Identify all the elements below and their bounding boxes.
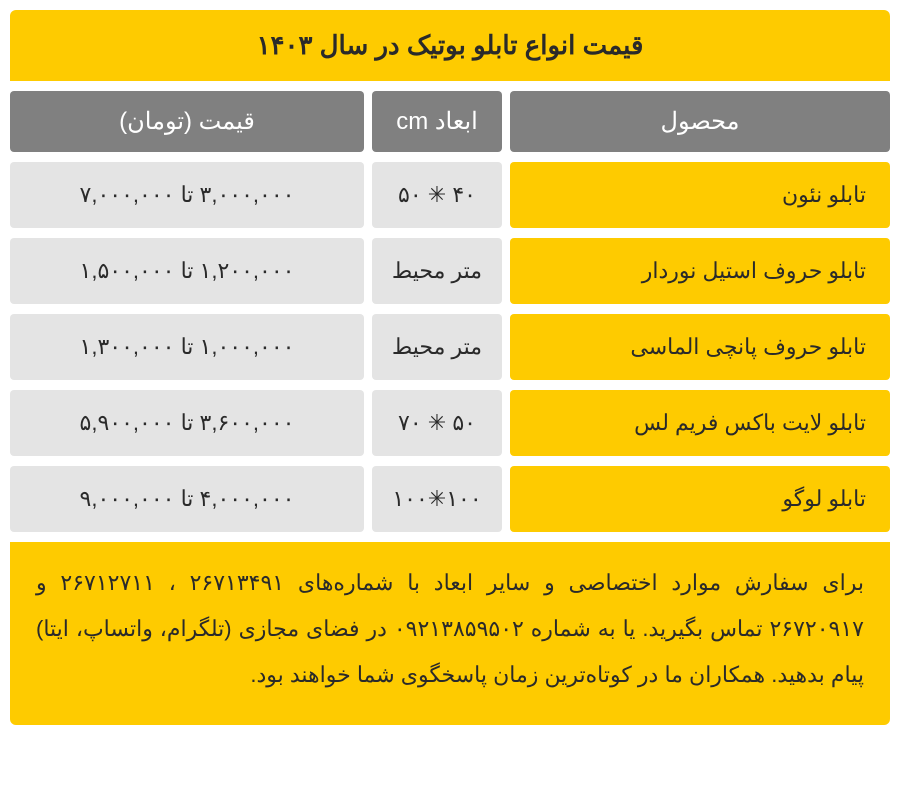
header-product: محصول [510,91,890,152]
cell-dimensions: متر محیط [372,238,502,304]
cell-dimensions: ۵۰ ✳ ۷۰ [372,390,502,456]
cell-price: ۳,۰۰۰,۰۰۰ تا ۷,۰۰۰,۰۰۰ [10,162,364,228]
cell-product: تابلو لوگو [510,466,890,532]
cell-dimensions: ۴۰ ✳ ۵۰ [372,162,502,228]
table-row: تابلو حروف پانچی الماسیمتر محیط۱,۰۰۰,۰۰۰… [10,314,890,380]
table-row: تابلو لایت باکس فریم لس۵۰ ✳ ۷۰۳,۶۰۰,۰۰۰ … [10,390,890,456]
footer-note: برای سفارش موارد اختصاصی و سایر ابعاد با… [10,542,890,725]
cell-product: تابلو لایت باکس فریم لس [510,390,890,456]
cell-price: ۱,۰۰۰,۰۰۰ تا ۱,۳۰۰,۰۰۰ [10,314,364,380]
header-dimensions: ابعاد cm [372,91,502,152]
cell-product: تابلو نئون [510,162,890,228]
table-title: قیمت انواع تابلو بوتیک در سال ۱۴۰۳ [10,10,890,81]
cell-product: تابلو حروف استیل نوردار [510,238,890,304]
cell-price: ۱,۲۰۰,۰۰۰ تا ۱,۵۰۰,۰۰۰ [10,238,364,304]
price-table-container: قیمت انواع تابلو بوتیک در سال ۱۴۰۳ محصول… [10,10,890,725]
header-price: قیمت (تومان) [10,91,364,152]
cell-price: ۳,۶۰۰,۰۰۰ تا ۵,۹۰۰,۰۰۰ [10,390,364,456]
table-row: تابلو لوگو۱۰۰✳۱۰۰۴,۰۰۰,۰۰۰ تا ۹,۰۰۰,۰۰۰ [10,466,890,532]
table-row: تابلو نئون۴۰ ✳ ۵۰۳,۰۰۰,۰۰۰ تا ۷,۰۰۰,۰۰۰ [10,162,890,228]
table-body: تابلو نئون۴۰ ✳ ۵۰۳,۰۰۰,۰۰۰ تا ۷,۰۰۰,۰۰۰ت… [10,162,890,532]
cell-dimensions: متر محیط [372,314,502,380]
table-header-row: محصول ابعاد cm قیمت (تومان) [10,91,890,152]
table-row: تابلو حروف استیل نوردارمتر محیط۱,۲۰۰,۰۰۰… [10,238,890,304]
cell-dimensions: ۱۰۰✳۱۰۰ [372,466,502,532]
cell-price: ۴,۰۰۰,۰۰۰ تا ۹,۰۰۰,۰۰۰ [10,466,364,532]
cell-product: تابلو حروف پانچی الماسی [510,314,890,380]
